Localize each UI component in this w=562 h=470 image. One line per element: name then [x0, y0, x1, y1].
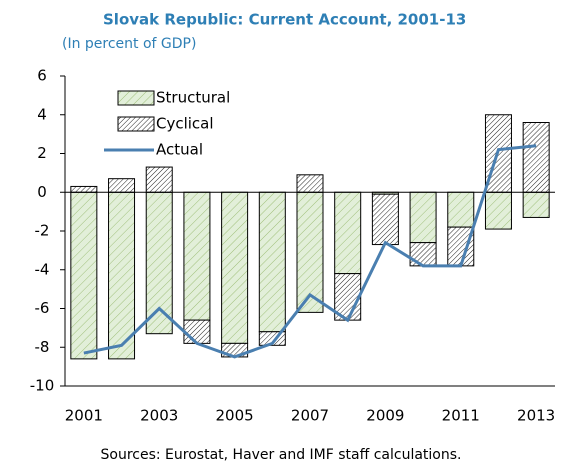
bar — [522, 122, 550, 193]
y-tick-label: 4 — [37, 105, 47, 123]
y-tick-label: -6 — [35, 299, 50, 317]
bar — [334, 191, 362, 275]
bar — [409, 242, 437, 267]
bar — [108, 178, 136, 193]
bar — [183, 319, 211, 344]
y-tick-label: -4 — [35, 260, 50, 278]
bar — [522, 191, 550, 218]
legend-swatch — [117, 116, 155, 132]
bar — [409, 191, 437, 244]
bar — [108, 191, 136, 360]
line — [83, 144, 537, 359]
legend-label: Structural — [156, 89, 230, 107]
y-tick-label: 2 — [37, 144, 47, 162]
bar — [70, 191, 98, 360]
legend-label: Cyclical — [156, 115, 214, 133]
x-tick-label: 2009 — [366, 407, 404, 425]
bar — [258, 191, 286, 333]
source-note: Sources: Eurostat, Haver and IMF staff c… — [101, 447, 462, 463]
y-tick-label: -8 — [35, 338, 50, 356]
x-tick-label: 2013 — [517, 407, 555, 425]
bar — [145, 166, 173, 193]
legend-swatch — [117, 90, 155, 106]
bar — [70, 185, 98, 193]
x-tick-label: 2003 — [140, 407, 178, 425]
bar — [145, 191, 173, 335]
bar — [447, 191, 475, 228]
legend-label: Actual — [156, 141, 203, 159]
bar — [296, 191, 324, 313]
bar — [447, 226, 475, 267]
y-tick-label: 0 — [37, 183, 47, 201]
y-tick-label: -2 — [35, 222, 50, 240]
bar — [371, 193, 399, 246]
x-tick-label: 2005 — [216, 407, 254, 425]
y-tick-label: 6 — [37, 67, 47, 85]
bar — [334, 273, 362, 321]
y-tick-label: -10 — [30, 377, 55, 395]
bar — [221, 191, 249, 344]
bar — [484, 191, 512, 230]
x-tick-label: 2007 — [291, 407, 329, 425]
chart-subtitle: (In percent of GDP) — [62, 36, 196, 52]
bar — [296, 174, 324, 193]
bar — [183, 191, 211, 321]
x-tick-label: 2001 — [65, 407, 103, 425]
chart-title: Slovak Republic: Current Account, 2001-1… — [103, 11, 466, 29]
x-tick-label: 2011 — [442, 407, 480, 425]
